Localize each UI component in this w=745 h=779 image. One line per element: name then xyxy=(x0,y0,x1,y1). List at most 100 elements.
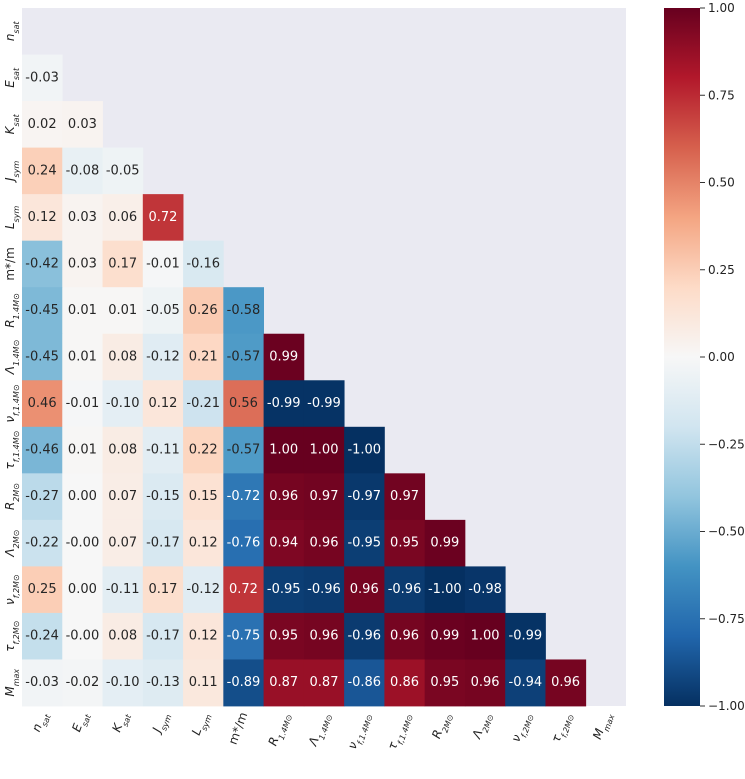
cell-value-label: -0.89 xyxy=(227,675,261,690)
heatmap-cell xyxy=(183,380,224,428)
cell-value-label: -0.22 xyxy=(25,536,59,551)
x-tick-label: m*/m xyxy=(226,710,251,746)
cell-value-label: -0.15 xyxy=(146,489,180,504)
colorbar-tick-label: −0.50 xyxy=(708,525,745,539)
heatmap-cell xyxy=(142,473,184,521)
heatmap-cell xyxy=(22,240,63,288)
cell-value-label: 0.03 xyxy=(68,256,97,271)
heatmap-cell xyxy=(263,380,305,428)
cell-value-label: 1.00 xyxy=(310,443,339,458)
heatmap-cell xyxy=(505,612,546,660)
heatmap-cell xyxy=(102,240,144,288)
colorbar-tick-labels: 1.00 0.75 0.50 0.25 0.00 −0.25 −0.50 −0.75 −1.00 xyxy=(700,1,745,713)
heatmap-cell xyxy=(263,612,305,660)
heatmap-cell xyxy=(22,426,63,474)
heatmap-cell xyxy=(102,426,144,474)
heatmap-cell xyxy=(223,659,264,707)
heatmap-cell xyxy=(102,612,144,660)
heatmap-cell xyxy=(62,240,103,288)
heatmap-cell xyxy=(62,473,103,521)
heatmap-cell xyxy=(303,566,345,614)
cell-value-label: 0.72 xyxy=(229,582,258,597)
y-tick-label: Mmax xyxy=(3,669,21,697)
cell-value-label: -0.58 xyxy=(227,303,261,318)
cell-value-label: -0.00 xyxy=(66,629,100,644)
heatmap-cell xyxy=(62,519,103,567)
heatmap-cell xyxy=(62,147,103,195)
cell-value-label: 0.87 xyxy=(269,675,298,690)
colorbar-tick-label: 1.00 xyxy=(708,1,735,15)
cell-value-label: -0.99 xyxy=(509,629,543,644)
cell-value-label: 0.08 xyxy=(108,350,137,365)
cell-value-label: 0.96 xyxy=(390,629,419,644)
cell-value-label: -0.98 xyxy=(468,582,502,597)
cell-value-label: 0.01 xyxy=(108,303,137,318)
cell-value-label: 0.97 xyxy=(310,489,339,504)
cell-value-label: 0.99 xyxy=(269,350,298,365)
heatmap-cell xyxy=(22,380,63,428)
y-tick-label: τf,1.4M⊙ xyxy=(3,431,21,470)
cell-value-label: 0.99 xyxy=(430,536,459,551)
cell-value-label: 0.26 xyxy=(189,303,218,318)
heatmap-cell xyxy=(263,333,305,381)
cell-value-label: 0.06 xyxy=(108,210,137,225)
cell-value-label: -0.12 xyxy=(146,350,180,365)
cell-value-label: 0.95 xyxy=(390,536,419,551)
cell-value-label: -0.24 xyxy=(25,629,59,644)
heatmap-cell xyxy=(223,380,264,428)
cell-value-label: 0.03 xyxy=(68,210,97,225)
y-tick-label: R2M⊙ xyxy=(3,483,21,510)
heatmap-cell xyxy=(183,612,224,660)
heatmap-cell xyxy=(142,287,184,335)
cell-value-label: 0.94 xyxy=(269,536,298,551)
heatmap-cell xyxy=(22,147,63,195)
heatmap-cell xyxy=(22,54,63,102)
y-tick-label: Lsym xyxy=(3,206,21,230)
y-tick-label: νf,2M⊙ xyxy=(3,574,21,605)
cell-value-label: 0.96 xyxy=(310,629,339,644)
heatmap-cell xyxy=(102,287,144,335)
x-tick-label: nsat xyxy=(29,709,53,734)
heatmap-cell xyxy=(263,519,305,567)
heatmap-cell xyxy=(62,612,103,660)
heatmap-cell xyxy=(142,380,184,428)
cell-value-label: 0.12 xyxy=(28,210,57,225)
cell-value-label: 0.01 xyxy=(68,303,97,318)
cell-value-label: -0.10 xyxy=(106,675,140,690)
heatmap-cell xyxy=(424,566,466,614)
cell-value-label: 0.96 xyxy=(551,675,580,690)
cell-value-label: -0.01 xyxy=(146,256,180,271)
cell-value-label: 0.95 xyxy=(430,675,459,690)
heatmap-cell xyxy=(263,426,305,474)
heatmap-cell xyxy=(303,612,345,660)
heatmap-cell xyxy=(102,333,144,381)
heatmap-cell xyxy=(263,473,305,521)
y-tick-label: Λ1.4M⊙ xyxy=(3,340,21,376)
cell-value-label: 0.22 xyxy=(189,443,218,458)
heatmap-cell xyxy=(22,287,63,335)
heatmap-cell xyxy=(102,659,144,707)
x-tick-label: νf,2M⊙ xyxy=(509,710,536,745)
colorbar-tick-label: 0.25 xyxy=(708,263,735,277)
heatmap-cell xyxy=(62,380,103,428)
heatmap-cell xyxy=(223,287,264,335)
heatmap-cell xyxy=(545,659,587,707)
heatmap-cell xyxy=(384,612,426,660)
y-tick-label: Jsym xyxy=(3,161,21,183)
cell-value-label: -0.16 xyxy=(186,256,220,271)
x-tick-label: τf,2M⊙ xyxy=(549,710,576,745)
y-tick-label: Ksat xyxy=(3,113,21,134)
cell-value-label: 0.01 xyxy=(68,350,97,365)
x-tick-label: Ksat xyxy=(109,709,133,735)
cell-value-label: 0.01 xyxy=(68,443,97,458)
heatmap-cell xyxy=(424,519,466,567)
heatmap-cell xyxy=(344,659,385,707)
heatmap-cell xyxy=(142,519,184,567)
heatmap-cell xyxy=(223,473,264,521)
heatmap-cell xyxy=(223,426,264,474)
heatmap-cell xyxy=(223,612,264,660)
cell-value-label: -0.08 xyxy=(66,163,100,178)
heatmap-cell xyxy=(344,612,385,660)
x-tick-label: Λ1.4M⊙ xyxy=(306,710,335,749)
